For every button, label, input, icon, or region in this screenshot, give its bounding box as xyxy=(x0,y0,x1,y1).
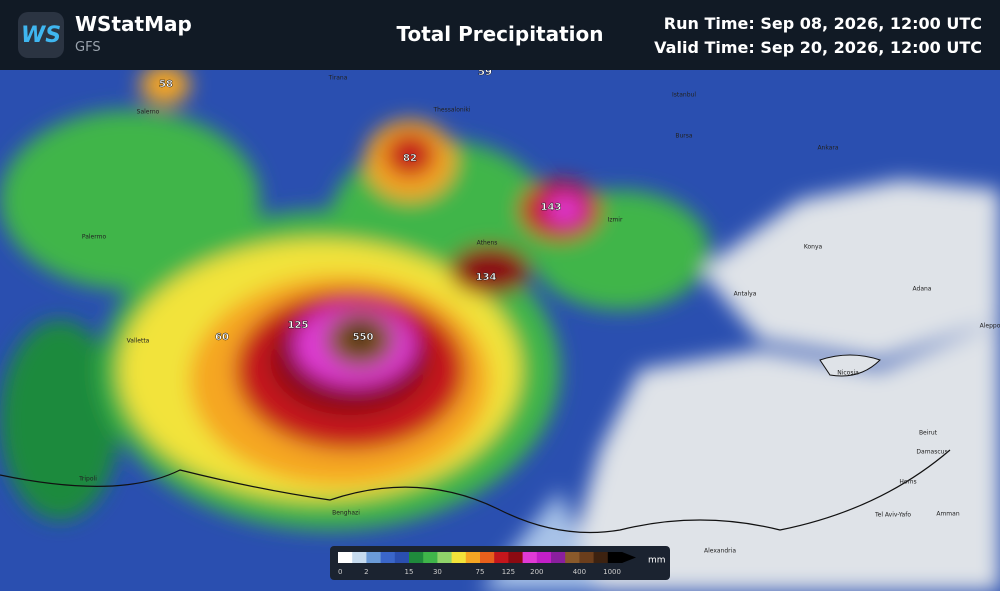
legend: 0 2 15 30 75 125 200 400 1000 mm xyxy=(330,546,670,580)
legend-swatch xyxy=(451,552,467,563)
city-label: Benghazi xyxy=(332,510,360,517)
city-label: Amman xyxy=(936,511,959,518)
city-label: Palermo xyxy=(82,234,107,241)
legend-arrow xyxy=(622,552,636,563)
city-label: Damascus xyxy=(916,449,947,456)
title: Total Precipitation xyxy=(396,22,604,46)
value-labels: 58 59 82 143 134 125 550 60 xyxy=(159,70,562,343)
model[interactable]: GFS xyxy=(75,40,101,55)
legend-swatch xyxy=(565,552,580,563)
city-label: Ankara xyxy=(817,145,838,152)
legend-tick: 75 xyxy=(476,568,485,576)
city-labels: Salerno Tirana Thessaloniki Istanbul Bursa An… xyxy=(78,75,1000,555)
value-label: 58 xyxy=(159,79,173,90)
run-time[interactable]: Run Time: Sep 08, 2026, 12:00 UTC xyxy=(663,14,982,33)
value-label: 134 xyxy=(476,272,497,283)
city-label: Tripoli xyxy=(78,476,97,483)
precip-field xyxy=(0,70,1000,591)
city-label: Izmir xyxy=(608,217,623,224)
legend-swatch xyxy=(465,552,481,563)
map[interactable]: 58 59 82 143 134 125 550 60 Salerno Tirana Thessa… xyxy=(0,70,1000,591)
city-label: Antalya xyxy=(734,291,757,298)
legend-swatch xyxy=(366,552,382,563)
city-label: Tel Aviv-Yafo xyxy=(874,512,911,519)
legend-tick: 30 xyxy=(433,568,442,576)
valid-time[interactable]: Valid Time: Sep 20, 2026, 12:00 UTC xyxy=(654,38,982,57)
city-label: Athens xyxy=(477,240,498,247)
legend-swatch xyxy=(352,552,367,563)
legend-swatch xyxy=(394,552,410,563)
legend-tick: 1000 xyxy=(603,568,621,576)
value-label: 60 xyxy=(215,332,229,343)
legend-tick: 2 xyxy=(364,568,368,576)
legend-swatch xyxy=(409,552,424,563)
legend-swatch xyxy=(380,552,396,563)
legend-tick: 15 xyxy=(405,568,414,576)
app-name[interactable]: WStatMap xyxy=(75,12,192,36)
logo[interactable]: WS xyxy=(18,12,64,58)
city-label: Adana xyxy=(913,286,932,293)
legend-swatch xyxy=(551,552,566,563)
legend-swatch xyxy=(338,552,353,563)
legend-swatch xyxy=(607,552,623,563)
legend-swatch xyxy=(480,552,495,563)
city-label: Homs xyxy=(899,479,916,486)
legend-tick: 400 xyxy=(573,568,586,576)
value-label: 550 xyxy=(353,332,374,343)
legend-unit: mm xyxy=(648,556,666,566)
city-label: Aleppo xyxy=(980,323,1000,330)
legend-tick: 125 xyxy=(502,568,515,576)
legend-swatch xyxy=(494,552,509,563)
value-label: 59 xyxy=(478,70,492,78)
legend-swatch xyxy=(579,552,595,563)
legend-swatch xyxy=(536,552,552,563)
value-label: 125 xyxy=(288,320,309,331)
header: WS WStatMap GFS Total Precipitation Run … xyxy=(0,0,1000,70)
city-label: Salerno xyxy=(137,109,160,116)
legend-swatch xyxy=(423,552,438,563)
city-label: Valletta xyxy=(127,338,150,345)
value-label: 82 xyxy=(403,153,417,164)
city-label: Bursa xyxy=(675,133,693,140)
coastline xyxy=(0,449,951,534)
value-label: 143 xyxy=(541,202,562,213)
city-label: Alexandria xyxy=(704,548,736,555)
city-label: Beirut xyxy=(919,430,938,437)
cyprus xyxy=(819,354,881,377)
city-label: Tirana xyxy=(328,75,348,82)
legend-swatch xyxy=(593,552,609,563)
city-label: Konya xyxy=(804,244,823,251)
legend-swatch xyxy=(522,552,538,563)
legend-swatch xyxy=(437,552,453,563)
legend-tick: 200 xyxy=(530,568,543,576)
legend-tick: 0 xyxy=(338,568,342,576)
legend-swatch xyxy=(508,552,524,563)
city-label: Istanbul xyxy=(672,92,696,99)
city-label: Nicosia xyxy=(837,370,859,377)
city-label: Thessaloniki xyxy=(432,107,470,114)
